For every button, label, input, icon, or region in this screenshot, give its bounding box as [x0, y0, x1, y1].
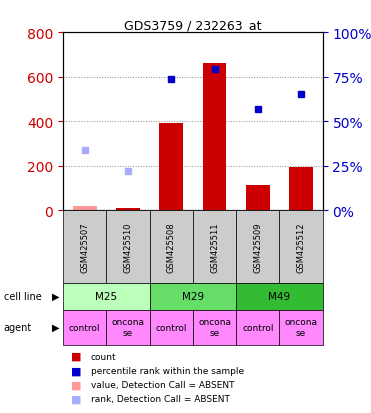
- Text: control: control: [69, 323, 101, 332]
- Text: M49: M49: [269, 291, 290, 301]
- Text: ■: ■: [70, 366, 81, 375]
- Text: M29: M29: [182, 291, 204, 301]
- Text: GSM425512: GSM425512: [297, 222, 306, 272]
- Text: ▶: ▶: [52, 291, 59, 301]
- Text: percentile rank within the sample: percentile rank within the sample: [91, 366, 244, 375]
- Text: GSM425508: GSM425508: [167, 221, 176, 272]
- Text: agent: agent: [4, 322, 32, 332]
- Text: cell line: cell line: [4, 291, 42, 301]
- Bar: [116, 209, 140, 211]
- Text: rank, Detection Call = ABSENT: rank, Detection Call = ABSENT: [91, 394, 230, 404]
- Bar: [289, 167, 313, 211]
- Text: ■: ■: [70, 380, 81, 390]
- Text: oncona
se: oncona se: [112, 318, 144, 337]
- Text: M25: M25: [95, 291, 117, 301]
- Text: count: count: [91, 352, 116, 361]
- Bar: [160, 124, 183, 211]
- Text: ■: ■: [70, 351, 81, 361]
- Bar: [203, 64, 226, 211]
- Text: GSM425507: GSM425507: [80, 221, 89, 272]
- Title: GDS3759 / 232263_at: GDS3759 / 232263_at: [124, 19, 262, 32]
- Text: GSM425509: GSM425509: [253, 222, 262, 272]
- Text: GSM425510: GSM425510: [124, 222, 132, 272]
- Text: ▶: ▶: [52, 322, 59, 332]
- Bar: [73, 206, 96, 211]
- Text: oncona
se: oncona se: [285, 318, 318, 337]
- Text: value, Detection Call = ABSENT: value, Detection Call = ABSENT: [91, 380, 234, 389]
- Text: oncona
se: oncona se: [198, 318, 231, 337]
- Text: control: control: [242, 323, 273, 332]
- Text: GSM425511: GSM425511: [210, 222, 219, 272]
- Bar: [246, 185, 270, 211]
- Text: ■: ■: [70, 394, 81, 404]
- Text: control: control: [155, 323, 187, 332]
